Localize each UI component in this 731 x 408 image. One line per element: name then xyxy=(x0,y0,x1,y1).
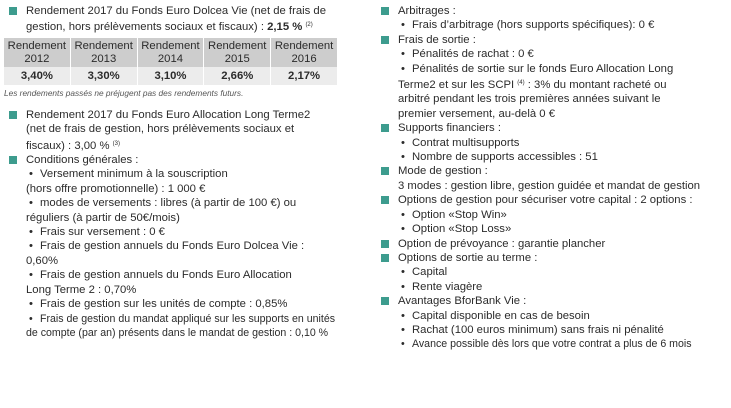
list-item: Pénalités de rachat : 0 € xyxy=(398,47,728,62)
section-mode-gestion: Mode de gestion : 3 modes : gestion libr… xyxy=(376,164,728,193)
list-item: Pénalités de sortie sur le fonds Euro Al… xyxy=(398,62,728,122)
teal-square-bullet-icon xyxy=(381,253,389,262)
list-item: Capital disponible en cas de besoin xyxy=(398,309,728,324)
value-cell: 3,10% xyxy=(137,66,205,85)
header-cell: Rendement 2016 xyxy=(270,37,338,67)
section-prevoyance: Option de prévoyance : garantie plancher xyxy=(376,237,728,251)
right-column: Arbitrages : Frais d’arbitrage (hors sup… xyxy=(376,4,728,352)
header-cell: Rendement 2012 xyxy=(4,37,71,67)
teal-square-bullet-icon xyxy=(381,167,389,176)
list-item: Contrat multisupports xyxy=(398,136,728,151)
section-options-gestion: Options de gestion pour sécuriser votre … xyxy=(376,193,728,237)
section-conditions: Conditions générales : Versement minimum… xyxy=(4,153,376,340)
teal-square-bullet-icon xyxy=(381,7,389,15)
value-cell: 3,40% xyxy=(4,66,71,85)
list-item: Option «Stop Win» xyxy=(398,208,728,223)
teal-square-bullet-icon xyxy=(381,196,389,205)
teal-square-bullet-icon xyxy=(9,110,17,119)
section-avantages: Avantages BforBank Vie : Capital disponi… xyxy=(376,294,728,352)
teal-square-bullet-icon xyxy=(381,239,389,248)
teal-square-bullet-icon xyxy=(381,124,389,133)
value-cell: 2,66% xyxy=(203,66,272,85)
dolcea-return-value: 2,15 % xyxy=(267,21,303,34)
section-allocation-return: Rendement 2017 du Fonds Euro Allocation … xyxy=(4,108,376,153)
returns-table: Rendement 2012 Rendement 2013 Rendement 201… xyxy=(4,37,338,85)
section-arbitrages: Arbitrages : Frais d’arbitrage (hors sup… xyxy=(376,4,728,33)
header-cell: Rendement 2013 xyxy=(70,37,138,67)
list-item: modes de versements : libres (à partir d… xyxy=(26,196,376,225)
list-item: Frais de gestion du mandat appliqué sur … xyxy=(26,312,376,341)
list-item: Option «Stop Loss» xyxy=(398,222,728,237)
section-supports: Supports financiers : Contrat multisuppo… xyxy=(376,121,728,165)
disclaimer: Les rendements passés ne préjugent pas d… xyxy=(4,87,244,98)
list-item: Rente viagère xyxy=(398,280,728,295)
list-item: Capital xyxy=(398,265,728,280)
list-item: Rachat (100 euros minimum) sans frais ni… xyxy=(398,323,728,338)
list-item: Frais de gestion annuels du Fonds Euro A… xyxy=(26,268,376,297)
list-item: Frais d’arbitrage (hors supports spécifi… xyxy=(398,18,728,33)
list-item: Frais sur versement : 0 € xyxy=(26,225,376,240)
value-cell: 3,30% xyxy=(70,66,138,85)
section-dolcea-return: Rendement 2017 du Fonds Euro Dolcea Vie … xyxy=(4,4,376,35)
teal-square-bullet-icon xyxy=(381,35,389,44)
teal-square-bullet-icon xyxy=(381,297,389,306)
header-cell: Rendement 2015 xyxy=(203,37,272,67)
list-item: Nombre de supports accessibles : 51 xyxy=(398,150,728,165)
conditions-title: Conditions générales : xyxy=(26,154,139,167)
left-column: Rendement 2017 du Fonds Euro Dolcea Vie … xyxy=(4,4,376,340)
list-item: Frais de gestion sur les unités de compt… xyxy=(26,297,376,312)
header-cell: Rendement 2014 xyxy=(137,37,205,67)
teal-square-bullet-icon xyxy=(9,156,17,165)
teal-square-bullet-icon xyxy=(9,7,17,15)
list-item: Versement minimum à la souscription(hors… xyxy=(26,167,376,196)
returns-table-values: 3,40% 3,30% 3,10% 2,66% 2,17% xyxy=(4,66,338,85)
section-sortie-terme: Options de sortie au terme : Capital Ren… xyxy=(376,251,728,295)
value-cell: 2,17% xyxy=(270,66,338,85)
list-item: Avance possible dès lors que votre contr… xyxy=(398,337,728,352)
returns-table-header: Rendement 2012 Rendement 2013 Rendement 201… xyxy=(4,37,338,67)
list-item: Frais de gestion annuels du Fonds Euro D… xyxy=(26,239,376,268)
section-frais-sortie: Frais de sortie : Pénalités de rachat : … xyxy=(376,33,728,121)
